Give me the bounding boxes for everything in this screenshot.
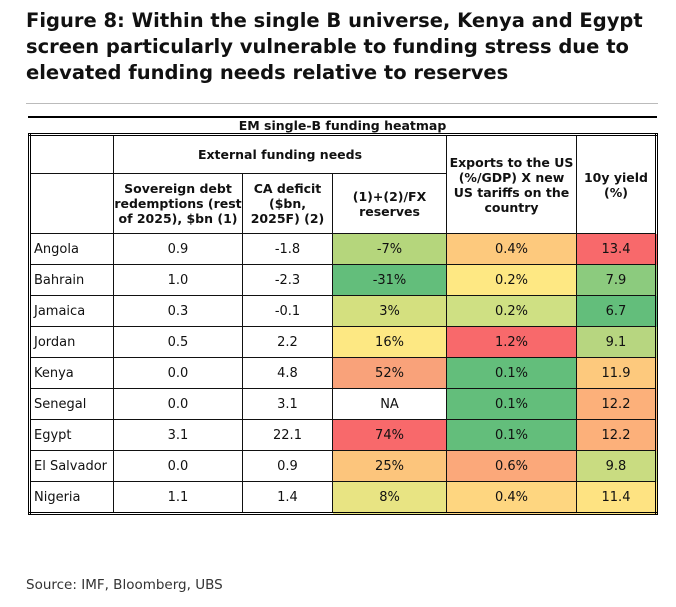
debt-cell: 0.0 <box>113 388 243 420</box>
ca-cell: -2.3 <box>242 264 333 296</box>
debt-cell: 0.5 <box>113 326 243 358</box>
table-row: Jamaica 0.3 -0.1 3% 0.2% 6.7 <box>29 295 657 327</box>
country-cell: Angola <box>29 233 114 265</box>
fx-cell: 74% <box>332 419 447 451</box>
debt-cell: 0.0 <box>113 450 243 482</box>
debt-cell: 1.1 <box>113 481 243 514</box>
yield-cell: 13.4 <box>576 233 657 265</box>
source-note: Source: IMF, Bloomberg, UBS <box>26 577 223 593</box>
exports-cell: 0.4% <box>446 481 577 514</box>
yield-cell: 11.4 <box>576 481 657 514</box>
table-row: Egypt 3.1 22.1 74% 0.1% 12.2 <box>29 419 657 451</box>
figure-title: Figure 8: Within the single B universe, … <box>26 9 643 84</box>
country-cell: Jordan <box>29 326 114 358</box>
exports-cell: 0.2% <box>446 264 577 296</box>
debt-cell: 1.0 <box>113 264 243 296</box>
country-cell: Bahrain <box>29 264 114 296</box>
country-cell: Senegal <box>29 388 114 420</box>
table-row: El Salvador 0.0 0.9 25% 0.6% 9.8 <box>29 450 657 482</box>
fx-cell: 3% <box>332 295 447 327</box>
country-cell: Jamaica <box>29 295 114 327</box>
exports-cell: 0.4% <box>446 233 577 265</box>
group-header: External funding needs <box>113 134 447 174</box>
yield-cell: 6.7 <box>576 295 657 327</box>
country-cell: El Salvador <box>29 450 114 482</box>
debt-cell: 0.0 <box>113 357 243 389</box>
ca-cell: -0.1 <box>242 295 333 327</box>
ca-cell: 3.1 <box>242 388 333 420</box>
fx-cell: 52% <box>332 357 447 389</box>
ca-cell: 22.1 <box>242 419 333 451</box>
exports-cell: 0.1% <box>446 419 577 451</box>
exports-cell: 0.1% <box>446 388 577 420</box>
heatmap-table: External funding needs Exports to the US… <box>28 133 658 515</box>
exports-cell: 0.6% <box>446 450 577 482</box>
fx-cell: -7% <box>332 233 447 265</box>
exports-cell: 0.1% <box>446 357 577 389</box>
country-cell: Kenya <box>29 357 114 389</box>
table-row: Bahrain 1.0 -2.3 -31% 0.2% 7.9 <box>29 264 657 296</box>
ca-cell: 2.2 <box>242 326 333 358</box>
debt-cell: 0.9 <box>113 233 243 265</box>
table-row: Senegal 0.0 3.1 NA 0.1% 12.2 <box>29 388 657 420</box>
ca-cell: 4.8 <box>242 357 333 389</box>
corner-cell <box>29 134 114 174</box>
ca-cell: -1.8 <box>242 233 333 265</box>
fx-cell: NA <box>332 388 447 420</box>
divider <box>26 103 658 104</box>
table-row: Nigeria 1.1 1.4 8% 0.4% 11.4 <box>29 481 657 514</box>
col-header-ca: CA deficit ($bn, 2025F) (2) <box>242 173 333 234</box>
exports-cell: 0.2% <box>446 295 577 327</box>
col-header-fx: (1)+(2)/FX reserves <box>332 173 447 234</box>
yield-cell: 9.8 <box>576 450 657 482</box>
yield-cell: 9.1 <box>576 326 657 358</box>
debt-cell: 0.3 <box>113 295 243 327</box>
table-row: Angola 0.9 -1.8 -7% 0.4% 13.4 <box>29 233 657 265</box>
debt-cell: 3.1 <box>113 419 243 451</box>
fx-cell: -31% <box>332 264 447 296</box>
table-row: Jordan 0.5 2.2 16% 1.2% 9.1 <box>29 326 657 358</box>
yield-cell: 12.2 <box>576 419 657 451</box>
table-caption: EM single-B funding heatmap <box>28 116 657 133</box>
fx-cell: 25% <box>332 450 447 482</box>
country-cell: Egypt <box>29 419 114 451</box>
yield-cell: 11.9 <box>576 357 657 389</box>
country-cell: Nigeria <box>29 481 114 514</box>
table-row: Kenya 0.0 4.8 52% 0.1% 11.9 <box>29 357 657 389</box>
fx-cell: 8% <box>332 481 447 514</box>
exports-cell: 1.2% <box>446 326 577 358</box>
col-header-exports: Exports to the US (%/GDP) X new US tarif… <box>446 134 577 234</box>
col-header-yield: 10y yield (%) <box>576 134 657 234</box>
yield-cell: 7.9 <box>576 264 657 296</box>
ca-cell: 1.4 <box>242 481 333 514</box>
ca-cell: 0.9 <box>242 450 333 482</box>
fx-cell: 16% <box>332 326 447 358</box>
col-header-debt: Sovereign debt redemptions (rest of 2025… <box>113 173 243 234</box>
corner-cell-2 <box>29 173 114 234</box>
yield-cell: 12.2 <box>576 388 657 420</box>
